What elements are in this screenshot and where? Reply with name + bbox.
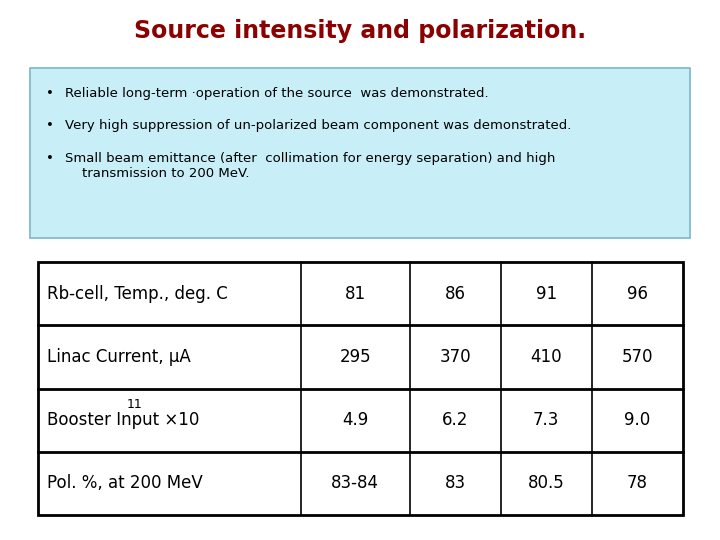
Text: Linac Current, μA: Linac Current, μA	[47, 348, 190, 366]
Text: 83-84: 83-84	[331, 474, 379, 492]
Text: 6.2: 6.2	[442, 411, 468, 429]
Text: Pol. %, at 200 MeV: Pol. %, at 200 MeV	[47, 474, 202, 492]
Text: •: •	[46, 152, 54, 165]
Text: 83: 83	[444, 474, 466, 492]
Text: 9.0: 9.0	[624, 411, 651, 429]
Text: Small beam emittance (after  collimation for energy separation) and high
    tra: Small beam emittance (after collimation …	[65, 152, 555, 180]
Text: 570: 570	[621, 348, 653, 366]
Text: 7.3: 7.3	[533, 411, 559, 429]
Text: 370: 370	[439, 348, 471, 366]
Text: 91: 91	[536, 285, 557, 302]
Text: 86: 86	[445, 285, 466, 302]
Text: 4.9: 4.9	[342, 411, 369, 429]
Text: 11: 11	[126, 398, 142, 411]
Bar	[30, 68, 690, 238]
Text: •: •	[46, 87, 54, 100]
Text: 81: 81	[345, 285, 366, 302]
Bar	[38, 262, 683, 515]
Text: 96: 96	[627, 285, 648, 302]
Text: 295: 295	[339, 348, 371, 366]
Text: Reliable long-term ·operation of the source  was demonstrated.: Reliable long-term ·operation of the sou…	[65, 87, 488, 100]
Text: 78: 78	[627, 474, 648, 492]
Text: •: •	[46, 119, 54, 132]
Text: Very high suppression of un-polarized beam component was demonstrated.: Very high suppression of un-polarized be…	[65, 119, 571, 132]
Text: Rb-cell, Temp., deg. C: Rb-cell, Temp., deg. C	[47, 285, 228, 302]
Text: Booster Input ×10: Booster Input ×10	[47, 411, 199, 429]
Text: 410: 410	[531, 348, 562, 366]
Text: Source intensity and polarization.: Source intensity and polarization.	[134, 19, 586, 43]
Text: 80.5: 80.5	[528, 474, 564, 492]
